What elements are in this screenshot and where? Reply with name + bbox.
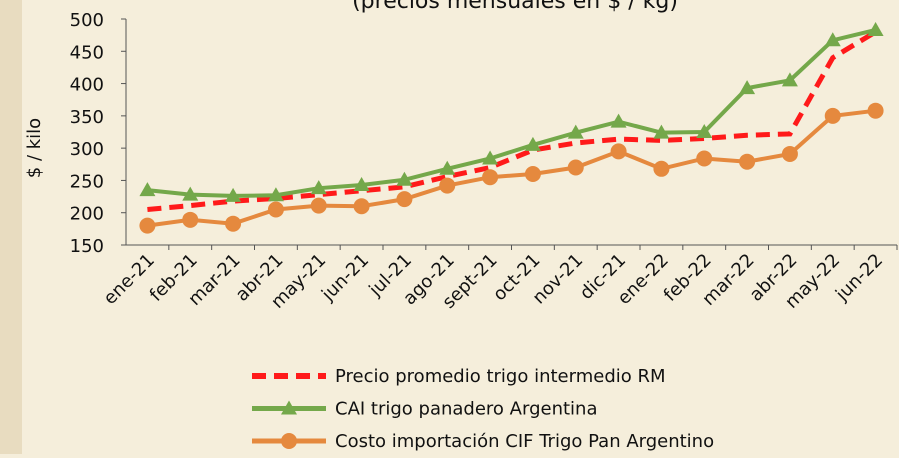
marker: [610, 113, 627, 128]
marker: [653, 160, 670, 177]
side-strip: [0, 0, 22, 454]
x-tick-label: jun-21: [317, 250, 373, 306]
y-tick-label: 150: [70, 236, 104, 257]
y-tick-label: 350: [70, 107, 104, 128]
y-tick-label: 500: [70, 10, 104, 31]
marker: [867, 21, 884, 36]
chart-title: (precios mensuales en $ / kg): [352, 0, 678, 14]
marker: [567, 159, 584, 176]
legend-label: Costo importación CIF Trigo Pan Argentin…: [335, 431, 714, 452]
marker: [439, 160, 456, 175]
x-tick-label: ene-21: [100, 250, 159, 309]
legend-label: Precio promedio trigo intermedio RM: [335, 366, 666, 387]
marker: [824, 107, 841, 124]
y-tick-label: 250: [70, 171, 104, 192]
marker: [139, 182, 156, 197]
marker: [696, 124, 713, 138]
marker: [353, 176, 370, 191]
marker: [182, 211, 199, 228]
series-line: [147, 28, 877, 198]
marker: [739, 80, 756, 95]
series-line: [147, 29, 877, 212]
y-tick-label: 400: [70, 75, 104, 96]
marker: [567, 124, 584, 139]
marker: [482, 150, 499, 165]
marker: [267, 187, 284, 202]
x-tick-label: jun-22: [831, 250, 887, 306]
marker: [396, 171, 413, 186]
marker: [739, 153, 756, 170]
marker: [867, 102, 884, 119]
y-tick-label: 450: [70, 42, 104, 63]
marker: [267, 201, 284, 218]
marker: [225, 187, 242, 202]
marker: [781, 72, 798, 87]
marker: [310, 197, 327, 214]
marker: [653, 124, 670, 139]
legend-marker: [281, 433, 297, 449]
marker: [524, 136, 541, 151]
marker: [610, 143, 627, 160]
marker: [482, 169, 499, 186]
marker: [781, 145, 798, 162]
marker: [182, 186, 199, 201]
legend-marker: [281, 400, 297, 415]
marker: [310, 180, 327, 195]
marker: [439, 177, 456, 194]
series-line: [147, 108, 876, 228]
marker: [396, 191, 413, 208]
y-axis-label: $ / kilo: [24, 118, 45, 178]
legend-label: CAI trigo panadero Argentina: [335, 399, 597, 420]
marker: [696, 150, 713, 167]
marker: [524, 165, 541, 182]
y-tick-label: 300: [70, 139, 104, 160]
marker: [225, 215, 242, 232]
marker: [139, 217, 156, 234]
marker: [353, 198, 370, 215]
y-tick-label: 200: [70, 204, 104, 225]
marker: [824, 32, 841, 47]
